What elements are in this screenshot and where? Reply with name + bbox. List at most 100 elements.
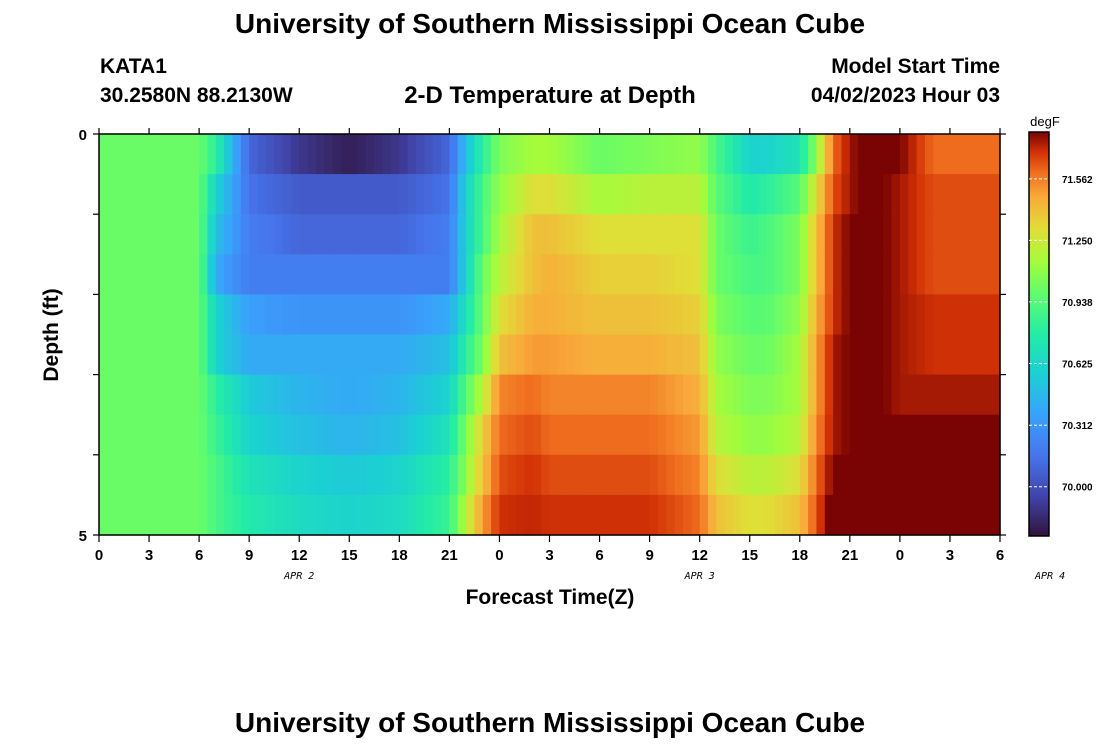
heatmap-cell <box>607 374 617 416</box>
heatmap-cell <box>532 334 542 376</box>
heatmap-cell <box>716 454 726 496</box>
heatmap-cell <box>541 294 551 336</box>
heatmap-cell <box>733 494 742 536</box>
heatmap-cell <box>332 174 342 215</box>
heatmap-cell <box>124 454 133 496</box>
heatmap-cell <box>657 294 667 336</box>
heatmap-cell <box>666 254 676 295</box>
heatmap-cell <box>899 374 909 416</box>
heatmap-cell <box>416 334 425 376</box>
heatmap-cell <box>582 294 592 336</box>
heatmap-cell <box>149 254 158 295</box>
heatmap-cell <box>265 294 275 336</box>
heatmap-cell <box>140 214 150 255</box>
heatmap-cell <box>516 334 526 376</box>
heatmap-cell <box>340 454 350 496</box>
heatmap-cell <box>541 334 551 376</box>
heatmap-cell <box>841 374 851 416</box>
heatmap-cell <box>566 214 576 255</box>
heatmap-cell <box>157 174 167 215</box>
heatmap-cell <box>632 414 642 456</box>
heatmap-cell <box>891 414 901 456</box>
heatmap-cell <box>174 494 184 536</box>
heatmap-cell <box>99 294 108 336</box>
heatmap-cell <box>290 254 300 295</box>
heatmap-cell <box>799 334 809 376</box>
heatmap-cell <box>491 174 501 215</box>
heatmap-cell <box>858 374 868 416</box>
heatmap-cell <box>766 414 776 456</box>
heatmap-cell <box>249 374 259 416</box>
heatmap-cell <box>833 414 843 456</box>
heatmap-cell <box>674 214 684 255</box>
heatmap-cell <box>566 294 576 336</box>
heatmap-cell <box>649 374 659 416</box>
heatmap-cell <box>399 374 409 416</box>
heatmap-cell <box>365 334 375 376</box>
heatmap-cell <box>165 294 175 336</box>
heatmap-cell <box>315 494 325 536</box>
heatmap-cell <box>599 334 609 376</box>
heatmap-cell <box>199 134 209 175</box>
heatmap-cell <box>541 454 551 496</box>
heatmap-cell <box>874 134 884 175</box>
heatmap-cell <box>808 214 818 255</box>
heatmap-cell <box>649 214 659 255</box>
heatmap-cell <box>674 334 684 376</box>
heatmap-cell <box>140 374 150 416</box>
heatmap-cell <box>449 134 459 175</box>
heatmap-cell <box>299 334 309 376</box>
heatmap-cell <box>424 414 434 456</box>
heatmap-cell <box>99 214 108 255</box>
heatmap-cell <box>274 494 284 536</box>
heatmap-cell <box>983 254 993 295</box>
heatmap-cell <box>374 374 384 416</box>
heatmap-cell <box>416 374 425 416</box>
heatmap-cell <box>733 294 742 336</box>
x-tick-label: 3 <box>545 547 553 564</box>
heatmap-cell <box>165 414 175 456</box>
heatmap-cell <box>574 174 584 215</box>
heatmap-cell <box>691 214 701 255</box>
heatmap-cell <box>883 414 893 456</box>
heatmap-cell <box>891 374 901 416</box>
heatmap-cell <box>532 414 542 456</box>
heatmap-cell <box>816 494 826 536</box>
heatmap-cell <box>407 294 417 336</box>
heatmap-cell <box>799 294 809 336</box>
heatmap-cell <box>924 374 934 416</box>
heatmap-cell <box>174 174 184 215</box>
heatmap-cell <box>474 294 484 336</box>
heatmap-cell <box>190 134 200 175</box>
colorbar-tick-label: 70.938 <box>1062 298 1093 309</box>
heatmap-cell <box>299 374 309 416</box>
heatmap-cell <box>666 294 676 336</box>
heatmap-cell <box>824 334 834 376</box>
heatmap-cell <box>858 134 868 175</box>
colorbar-tick-label: 70.000 <box>1062 483 1093 494</box>
heatmap-cell <box>758 214 767 255</box>
heatmap-cell <box>491 414 501 456</box>
heatmap-cell <box>632 494 642 536</box>
heatmap-cell <box>933 174 943 215</box>
page-title: University of Southern Mississippi Ocean… <box>234 8 866 39</box>
heatmap-cell <box>457 494 467 536</box>
heatmap-cell <box>657 454 667 496</box>
heatmap-cell <box>724 174 734 215</box>
heatmap-cell <box>574 294 584 336</box>
heatmap-cell <box>324 134 334 175</box>
heatmap-cell <box>115 214 125 255</box>
heatmap-cell <box>340 414 350 456</box>
heatmap-cell <box>374 494 384 536</box>
heatmap-cells <box>99 134 1001 536</box>
heatmap-cell <box>282 334 292 376</box>
heatmap-cell <box>399 454 409 496</box>
heatmap-cell <box>833 174 843 215</box>
heatmap-cell <box>624 254 634 295</box>
heatmap-cell <box>324 214 334 255</box>
heatmap-cell <box>557 174 567 215</box>
heatmap-cell <box>107 494 117 536</box>
heatmap-cell <box>332 334 342 376</box>
heatmap-cell <box>290 494 300 536</box>
heatmap-cell <box>524 134 534 175</box>
